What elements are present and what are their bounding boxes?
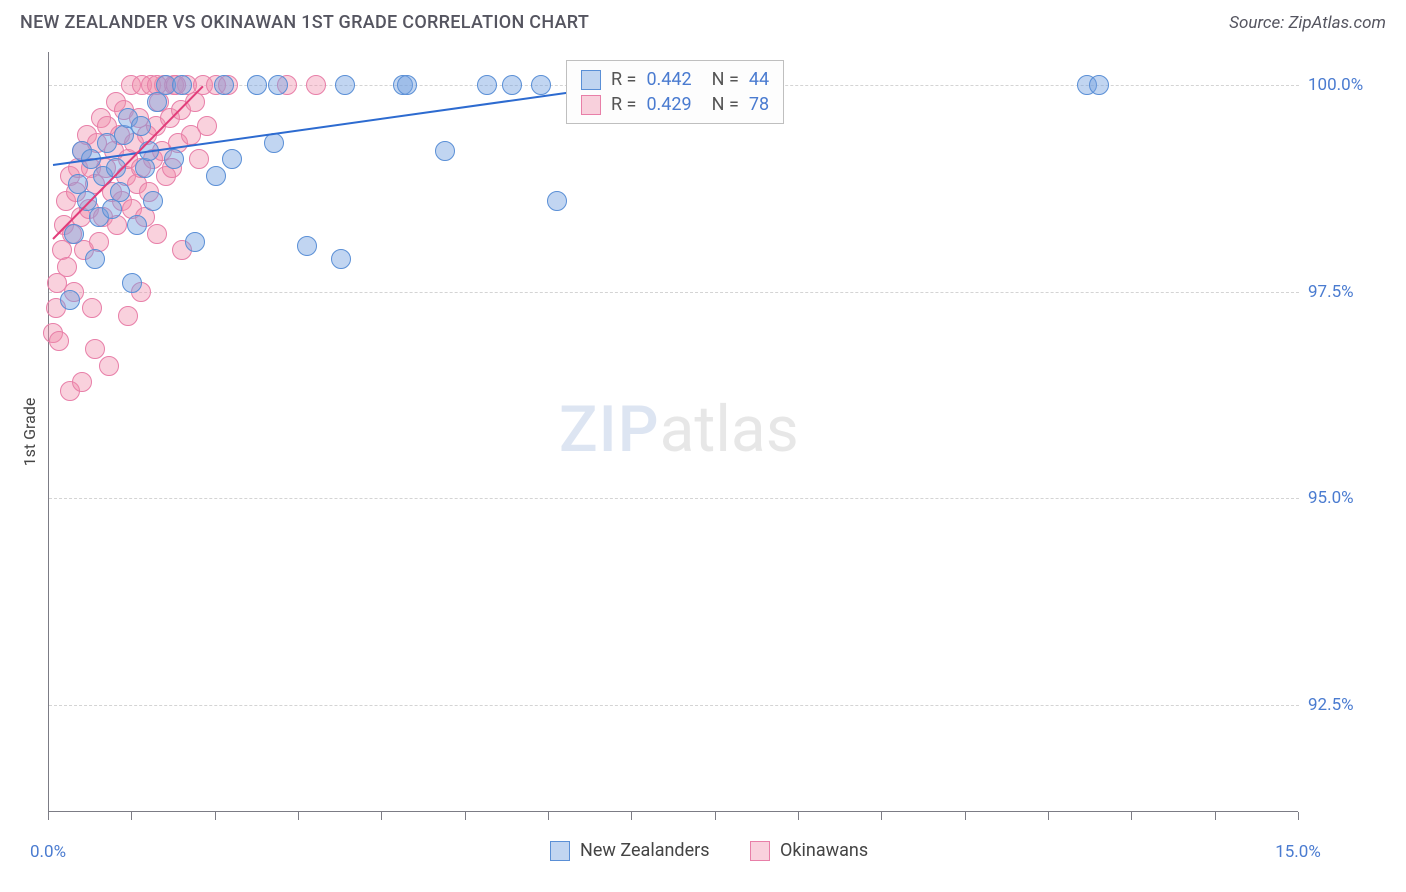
scatter-point (502, 75, 522, 95)
x-tick (465, 812, 466, 820)
scatter-point (72, 372, 92, 392)
bottom-legend-item: Okinawans (750, 840, 868, 861)
scatter-point (189, 149, 209, 169)
scatter-point (335, 75, 355, 95)
scatter-point (118, 306, 138, 326)
legend-swatch-icon (581, 95, 601, 115)
rn-legend-row: R = 0.442 N = 44 (581, 67, 769, 92)
x-tick-label: 0.0% (30, 842, 66, 862)
x-tick (1048, 812, 1049, 820)
scatter-point (131, 116, 151, 136)
scatter-point (197, 116, 217, 136)
scatter-point (477, 75, 497, 95)
x-tick (1298, 812, 1299, 820)
scatter-point (85, 339, 105, 359)
scatter-point (547, 191, 567, 211)
scatter-point (185, 232, 205, 252)
scatter-point (1089, 75, 1109, 95)
rn-r-value: 0.429 (646, 94, 691, 115)
x-tick (298, 812, 299, 820)
y-tick-label: 100.0% (1308, 75, 1363, 95)
legend-swatch-icon (581, 70, 601, 90)
source-label: Source: ZipAtlas.com (1229, 13, 1386, 33)
scatter-point (49, 331, 69, 351)
x-tick (131, 812, 132, 820)
watermark-atlas: atlas (660, 392, 799, 467)
x-tick (548, 812, 549, 820)
scatter-point (206, 166, 226, 186)
scatter-point (147, 224, 167, 244)
scatter-point (172, 75, 192, 95)
x-tick (881, 812, 882, 820)
scatter-point (143, 191, 163, 211)
scatter-point (110, 182, 130, 202)
x-tick (381, 812, 382, 820)
rn-legend-row: R = 0.429 N = 78 (581, 92, 769, 117)
x-tick (715, 812, 716, 820)
x-tick (1131, 812, 1132, 820)
y-axis-label: 1st Grade (20, 398, 39, 467)
scatter-point (57, 257, 77, 277)
watermark: ZIPatlas (559, 392, 799, 467)
y-tick-label: 97.5% (1308, 282, 1354, 302)
scatter-point (99, 356, 119, 376)
rn-n-value: 44 (749, 69, 769, 90)
scatter-point (247, 75, 267, 95)
scatter-point (435, 141, 455, 161)
legend-swatch-icon (550, 841, 570, 861)
rn-r-label: R = (611, 94, 636, 115)
x-tick (965, 812, 966, 820)
scatter-point (397, 75, 417, 95)
scatter-point (164, 149, 184, 169)
plot-wrapper: ZIPatlas 1st Grade R = 0.442N = 44R = 0.… (48, 52, 1384, 842)
x-tick (215, 812, 216, 820)
scatter-point (222, 149, 242, 169)
x-tick (631, 812, 632, 820)
y-tick-label: 92.5% (1308, 695, 1354, 715)
rn-n-value: 78 (749, 94, 769, 115)
scatter-point (82, 298, 102, 318)
gridline (49, 498, 1299, 499)
scatter-point (531, 75, 551, 95)
x-tick-label: 15.0% (1275, 842, 1321, 862)
scatter-point (268, 75, 288, 95)
scatter-point (214, 75, 234, 95)
x-tick (1215, 812, 1216, 820)
scatter-point (122, 273, 142, 293)
bottom-legend-item: New Zealanders (550, 840, 710, 861)
watermark-zip: ZIP (559, 392, 660, 467)
legend-swatch-icon (750, 841, 770, 861)
rn-r-label: R = (611, 69, 636, 90)
scatter-point (60, 290, 80, 310)
gridline (49, 705, 1299, 706)
scatter-point (331, 249, 351, 269)
gridline (49, 292, 1299, 293)
plot-area: ZIPatlas (48, 52, 1298, 812)
legend-label: New Zealanders (580, 840, 710, 861)
rn-n-label: N = (712, 94, 739, 115)
chart-title: NEW ZEALANDER VS OKINAWAN 1ST GRADE CORR… (20, 12, 589, 33)
x-tick (798, 812, 799, 820)
x-tick (48, 812, 49, 820)
rn-r-value: 0.442 (646, 69, 691, 90)
rn-legend-box: R = 0.442 N = 44 R = 0.429 N = 78 (566, 60, 784, 124)
scatter-point (64, 224, 84, 244)
y-tick-label: 95.0% (1308, 488, 1354, 508)
rn-n-label: N = (712, 69, 739, 90)
scatter-point (127, 215, 147, 235)
legend-label: Okinawans (780, 840, 868, 861)
scatter-point (85, 249, 105, 269)
scatter-point (306, 75, 326, 95)
scatter-point (297, 236, 317, 256)
